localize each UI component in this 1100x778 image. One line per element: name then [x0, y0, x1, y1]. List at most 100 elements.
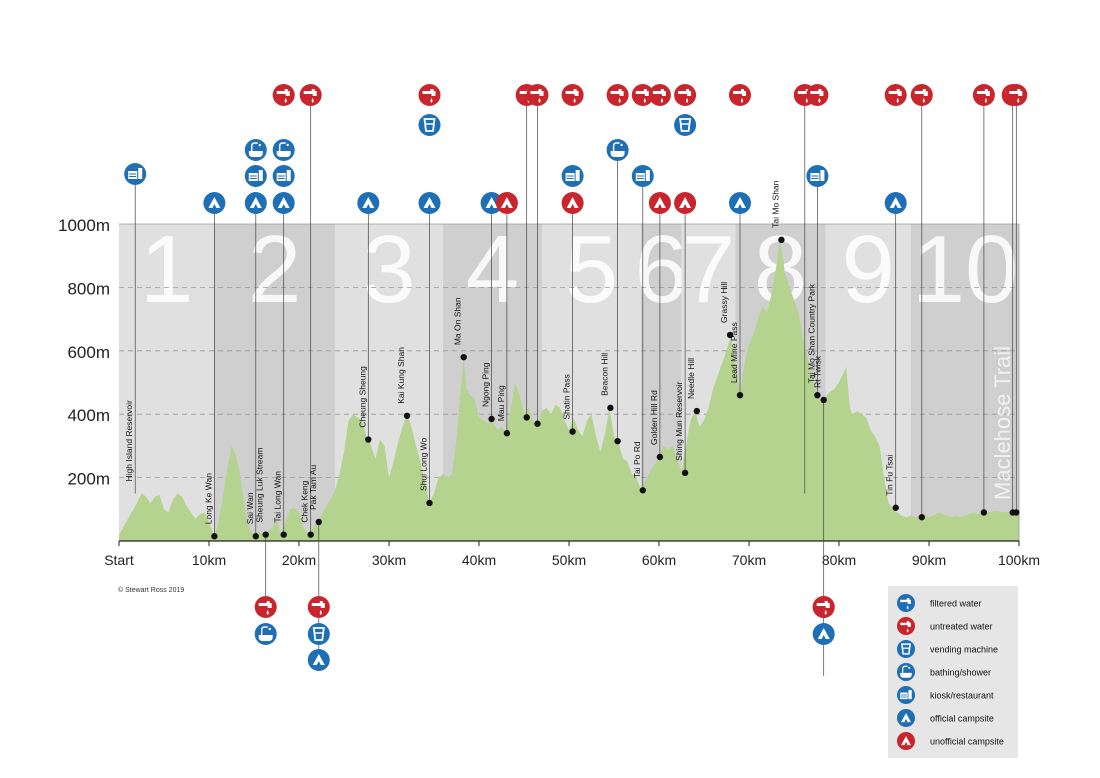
untreated-icon: [272, 84, 295, 106]
tent-icon: [357, 192, 380, 214]
place-point: [503, 430, 511, 437]
x-tick-label: 80km: [822, 552, 856, 568]
copyright-text: © Stewart Ross 2019: [118, 587, 185, 594]
x-tick-label: 50km: [552, 552, 586, 568]
place-point: [252, 533, 259, 540]
section-number: 9: [842, 216, 895, 323]
legend-label: filtered water: [930, 599, 982, 609]
place-label: Mau Ping: [496, 385, 506, 421]
untreated-icon: [418, 84, 441, 106]
place-label: Cheung Sheung: [357, 366, 367, 428]
kiosk-blue-legend-icon: [896, 685, 916, 705]
terrain-area: [119, 239, 1019, 541]
place-point: [280, 531, 287, 538]
legend-label: untreated water: [930, 622, 993, 632]
tap-blue-legend-icon: [896, 593, 916, 613]
tent-icon: [884, 192, 907, 214]
place-point: [262, 531, 269, 538]
untreated-icon: [561, 84, 584, 106]
place-point: [569, 428, 576, 435]
place-point: [211, 533, 218, 540]
kiosk-icon: [124, 163, 147, 185]
place-label: Sheung Luk Stream: [255, 448, 265, 523]
place-label: Long Ke Wan: [203, 473, 213, 524]
place-point: [892, 504, 899, 511]
x-tick-label: Start: [104, 552, 134, 568]
place-label: Needle Hill: [686, 358, 696, 399]
x-tick-label: 70km: [732, 552, 766, 568]
tent-icon: [561, 192, 584, 214]
place-label: Tai Long Wan: [273, 471, 283, 523]
section-number: 10: [912, 216, 1019, 323]
place-point: [1013, 509, 1020, 516]
place-point: [403, 412, 411, 419]
kiosk-icon: [806, 165, 829, 187]
vending-blue-legend-icon: [896, 639, 916, 659]
place-point: [820, 396, 827, 404]
untreated-icon: [972, 84, 995, 106]
kiosk-icon: [272, 165, 295, 187]
shower-icon: [244, 139, 267, 161]
y-tick-label: 800m: [67, 279, 110, 298]
place-point: [681, 469, 689, 477]
x-tick-label: 10km: [192, 552, 226, 568]
tent-icon: [648, 192, 671, 214]
place-point: [639, 487, 646, 494]
untreated-icon: [884, 84, 907, 106]
y-tick-label: 200m: [67, 470, 110, 489]
x-tick-label: 30km: [372, 552, 406, 568]
place-point: [736, 391, 744, 399]
place-label: Sai Wan: [245, 492, 255, 524]
section-number: 7: [682, 216, 735, 323]
tent-icon: [480, 192, 503, 214]
y-tick-label: 600m: [67, 343, 110, 362]
section-number: 4: [466, 216, 519, 323]
untreated-icon: [674, 84, 697, 106]
x-tick-label: 60km: [642, 552, 676, 568]
tent-icon: [812, 623, 835, 645]
shower-icon: [606, 139, 629, 161]
vending-icon: [307, 623, 330, 645]
tent-icon: [244, 192, 267, 214]
place-point: [693, 407, 700, 415]
shower-blue-legend-icon: [896, 662, 916, 682]
section-number: 2: [248, 216, 301, 323]
untreated-icon: [606, 84, 629, 106]
x-tick-label: 40km: [462, 552, 496, 568]
place-label: Pak Tam Au: [308, 465, 318, 510]
place-label: Tai Po Rd: [632, 441, 642, 478]
legend-label: unofficial campsite: [930, 737, 1004, 747]
place-point: [365, 436, 372, 443]
place-label: High Island Reservoir: [124, 400, 134, 481]
section-number: 5: [565, 216, 618, 323]
place-label: Grassy Hill: [719, 282, 729, 323]
shower-icon: [272, 139, 295, 161]
place-point: [778, 236, 785, 244]
place-point: [607, 404, 614, 412]
legend-label: vending machine: [930, 645, 998, 655]
untreated-icon: [806, 84, 829, 106]
place-point: [460, 353, 467, 361]
untreated-icon: [631, 84, 654, 106]
place-point: [726, 331, 734, 339]
place-point: [315, 518, 322, 526]
place-label: Shatin Pass: [562, 374, 572, 419]
x-tick-label: 90km: [912, 552, 946, 568]
tent-blue-legend-icon: [896, 708, 916, 728]
place-label: Shing Mun Reservoir: [674, 381, 684, 461]
untreated-icon: [812, 596, 835, 618]
tent-icon: [272, 192, 295, 214]
place-point: [814, 391, 821, 399]
untreated-icon: [254, 596, 277, 618]
tent-red-legend-icon: [896, 731, 916, 751]
tent-icon: [674, 192, 697, 214]
place-label: Tai Mo Shan: [770, 180, 780, 228]
kiosk-icon: [244, 165, 267, 187]
place-point: [614, 437, 621, 445]
untreated-icon: [299, 84, 322, 106]
place-point: [980, 509, 988, 516]
place-point: [426, 499, 433, 507]
place-label: Beacon Hill: [599, 353, 609, 396]
untreated-icon: [526, 84, 549, 106]
